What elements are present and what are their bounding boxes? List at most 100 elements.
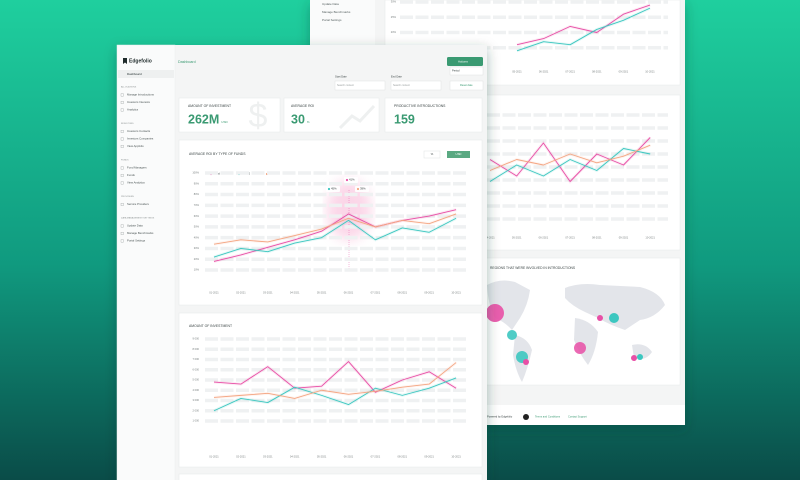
map-bubbles bbox=[486, 304, 643, 365]
y-tick-label: 20% bbox=[391, 30, 397, 34]
y-tick-label: 40% bbox=[194, 235, 200, 239]
nav-icon bbox=[120, 203, 124, 206]
footer-link[interactable]: Terms and Conditions bbox=[535, 415, 561, 419]
nav-active bbox=[118, 70, 174, 78]
nav-icon bbox=[120, 232, 124, 235]
watermark-icon: $ bbox=[249, 97, 268, 135]
card bbox=[479, 94, 681, 251]
field-label: End Date bbox=[391, 75, 402, 79]
logo: Edgefolio bbox=[129, 58, 152, 64]
x-tick-label: 07-2021 bbox=[565, 236, 575, 240]
nav-item[interactable]: View Analytics bbox=[127, 181, 145, 185]
x-tick-label: 08-2021 bbox=[398, 455, 408, 459]
tooltip-dot bbox=[356, 187, 360, 191]
y-tick-label: 8 000 bbox=[193, 347, 200, 351]
x-tick-label: 06-2021 bbox=[539, 70, 549, 74]
actions-button[interactable] bbox=[447, 57, 483, 66]
kpi-unit: % bbox=[307, 120, 310, 124]
select-label: Period bbox=[452, 69, 460, 73]
x-tick-label: 07-2021 bbox=[371, 291, 381, 295]
x-tick-label: 08-2021 bbox=[592, 236, 602, 240]
toggle-active[interactable] bbox=[447, 151, 470, 158]
field-label: Start Date bbox=[335, 75, 347, 79]
nav-icon bbox=[120, 101, 124, 104]
x-tick-label: 09-2021 bbox=[619, 236, 629, 240]
nav-icon bbox=[120, 130, 124, 133]
x-tick-label: 10-2021 bbox=[645, 236, 655, 240]
x-tick-label: 09-2021 bbox=[619, 70, 629, 74]
x-tick-label: 06-2021 bbox=[344, 455, 354, 459]
toggle-label[interactable]: % bbox=[431, 152, 434, 156]
line-series bbox=[213, 209, 457, 262]
x-tick-label: 09-2021 bbox=[424, 455, 434, 459]
x-tick-label: 10-2021 bbox=[451, 455, 461, 459]
x-tick-label: 03-2021 bbox=[263, 291, 273, 295]
nav-item[interactable]: Service Providers bbox=[127, 202, 150, 206]
kpi-card bbox=[384, 97, 483, 133]
nav-item[interactable]: Manage Benchmarks bbox=[127, 231, 154, 235]
period-select[interactable] bbox=[449, 66, 484, 76]
kpi-label: AMOUNT OF INVESTMENT bbox=[188, 104, 231, 108]
nav-item[interactable]: Funds bbox=[127, 173, 135, 177]
tooltip-box bbox=[355, 186, 369, 192]
nav-item[interactable]: Update Data bbox=[322, 2, 339, 6]
button-label[interactable]: Actions bbox=[458, 59, 468, 63]
y-tick-label: 7 000 bbox=[193, 357, 200, 361]
y-tick-label: 4 000 bbox=[193, 388, 200, 392]
tooltip-label: 41% bbox=[349, 178, 355, 182]
y-tick-label: 50% bbox=[194, 225, 200, 229]
x-tick-label: 05-2021 bbox=[512, 236, 522, 240]
toggle[interactable] bbox=[423, 150, 441, 159]
nav-item[interactable]: Investors Interests bbox=[127, 100, 150, 104]
nav-icon bbox=[120, 174, 124, 177]
nav-item[interactable]: Portal Settings bbox=[127, 239, 146, 243]
front-window: $ Edgefolio Dashboard ALLOCATIONS Manage In… bbox=[116, 44, 487, 480]
nav-item[interactable]: Dashboard bbox=[127, 72, 142, 76]
y-tick-label: 100% bbox=[192, 171, 199, 175]
date-input[interactable] bbox=[390, 80, 442, 91]
date-input[interactable] bbox=[334, 80, 386, 91]
x-tick-label: 05-2021 bbox=[317, 455, 327, 459]
line-series bbox=[213, 217, 457, 258]
tooltip-dot bbox=[327, 187, 331, 191]
nav-item[interactable]: Investors Contacts bbox=[127, 129, 151, 133]
nav-item[interactable]: Update Data bbox=[127, 224, 143, 228]
x-tick-label: 02-2021 bbox=[236, 455, 246, 459]
x-tick-label: 02-2021 bbox=[236, 291, 246, 295]
sidebar bbox=[116, 44, 176, 480]
kpi-label: AVERAGE ROI bbox=[291, 104, 314, 108]
y-tick-label: 20% bbox=[194, 257, 200, 261]
y-tick-label: 3 000 bbox=[193, 398, 200, 402]
x-tick-label: 07-2021 bbox=[371, 455, 381, 459]
nav-icon bbox=[120, 181, 124, 185]
tooltip-label: 39% bbox=[360, 187, 366, 191]
toggle-label[interactable]: USD bbox=[456, 152, 462, 156]
x-tick-label: 10-2021 bbox=[451, 291, 461, 295]
line-series bbox=[213, 361, 457, 393]
logo-icon bbox=[123, 58, 127, 64]
kpi-card bbox=[178, 97, 281, 133]
reset-button[interactable] bbox=[449, 80, 484, 91]
nav-item[interactable]: Analytics bbox=[127, 108, 139, 112]
nav-item[interactable]: Portal Settings bbox=[322, 18, 342, 22]
footer-link[interactable]: Contact Support bbox=[568, 415, 587, 419]
nav-item[interactable]: View Appfolio bbox=[127, 144, 144, 148]
kpi-unit: USD bbox=[221, 120, 228, 124]
x-tick-label: 04-2021 bbox=[485, 236, 495, 240]
nav-item[interactable]: Manage Introductions bbox=[127, 93, 154, 97]
nav-item[interactable]: Manage Benchmarks bbox=[322, 10, 351, 14]
nav-item[interactable]: Fund Managers bbox=[127, 166, 147, 170]
tooltip-label: 45% bbox=[331, 187, 337, 191]
nav-heading: FUNDS bbox=[121, 160, 129, 162]
nav-icon bbox=[120, 166, 124, 170]
nav-item[interactable]: Investors Companies bbox=[127, 137, 154, 141]
page-title: Dashboard bbox=[178, 60, 196, 64]
x-tick-label: 03-2021 bbox=[263, 455, 273, 459]
x-tick-label: 04-2021 bbox=[290, 455, 300, 459]
line-series bbox=[489, 148, 651, 182]
nav-icon bbox=[120, 224, 124, 228]
button-label[interactable]: Reset date bbox=[460, 83, 473, 87]
x-tick-label: 08-2021 bbox=[592, 70, 602, 74]
line-series bbox=[516, 4, 651, 46]
